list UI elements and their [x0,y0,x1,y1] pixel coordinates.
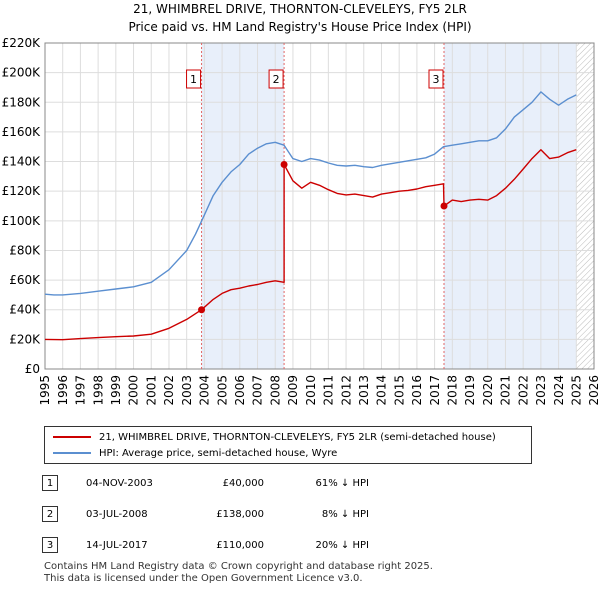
legend-swatch-hpi [53,452,91,454]
sale-hpi-diff: 20% ↓ HPI [315,540,369,551]
sale-date: 14-JUL-2017 [86,540,148,551]
shaded-range [443,43,577,369]
marker-label: 1 [190,73,197,86]
y-tick-label: £60K [9,273,41,287]
chart-subtitle: Price paid vs. HM Land Registry's House … [128,20,472,34]
footer-licence: This data is licensed under the Open Gov… [44,573,363,584]
footer-copyright: Contains HM Land Registry data © Crown c… [44,561,433,572]
footer: Contains HM Land Registry data © Crown c… [44,561,433,585]
sale-price: £138,000 [216,509,264,520]
x-tick-label: 2017 [428,375,442,406]
x-tick-label: 2013 [357,375,371,406]
x-tick-label: 1995 [38,375,52,406]
x-tick-label: 2003 [180,375,194,406]
y-tick-label: £40K [9,303,41,317]
sale-badge: 2 [42,506,58,522]
shaded-range [201,43,285,369]
sale-row: 3 14-JUL-2017 £110,000 20% ↓ HPI [0,537,600,557]
y-tick-label: £0 [25,362,40,376]
y-tick-label: £20K [9,332,41,346]
x-tick-label: 2008 [268,375,282,406]
hpi-line [44,91,577,296]
x-tick-label: 2024 [552,375,566,406]
x-tick-label: 2026 [587,375,600,406]
x-tick-label: 2011 [322,375,336,406]
sale-point [198,306,206,314]
x-tick-label: 2001 [144,375,158,406]
legend-swatch-property [53,436,91,438]
y-tick-label: £140K [2,155,42,169]
x-tick-label: 2015 [392,375,406,406]
x-tick-label: 2007 [251,375,265,406]
x-tick-label: 2005 [215,375,229,406]
y-tick-label: £100K [2,214,42,228]
sale-badge: 1 [42,475,58,491]
y-tick-label: £120K [2,184,42,198]
sale-hpi-diff: 8% ↓ HPI [321,509,369,520]
x-tick-label: 1998 [91,375,105,406]
marker-label: 3 [432,73,439,86]
x-tick-label: 2012 [339,375,353,406]
sale-row: 2 03-JUL-2008 £138,000 8% ↓ HPI [0,506,600,526]
chart-legend: 21, WHIMBREL DRIVE, THORNTON-CLEVELEYS, … [44,426,532,464]
marker-label-box [428,69,444,89]
x-tick-label: 2021 [499,375,513,406]
x-tick-label: 2014 [375,375,389,406]
sale-price: £40,000 [222,478,264,489]
x-tick-label: 2002 [162,375,176,406]
price-chart: £0 £20K £40K £60K £80K £100K £120K £140K £160K £1… [2,36,600,406]
x-tick-label: 2009 [286,375,300,406]
sale-price: £110,000 [216,540,264,551]
sale-point [440,202,448,210]
sale-point [280,161,288,169]
x-tick-label: 2025 [569,375,583,406]
x-tick-label: 1996 [56,375,70,406]
forecast-hatch [576,43,594,369]
x-tick-label: 2020 [481,375,495,406]
x-tick-label: 2000 [127,375,141,406]
legend-label-property: 21, WHIMBREL DRIVE, THORNTON-CLEVELEYS, … [99,431,496,443]
x-tick-label: 2010 [304,375,318,406]
marker-label-box [186,69,202,89]
x-tick-label: 2019 [463,375,477,406]
chart-title: 21, WHIMBREL DRIVE, THORNTON-CLEVELEYS, … [133,2,467,16]
sale-date: 04-NOV-2003 [86,478,153,489]
x-tick-label: 2018 [446,375,460,406]
sale-row: 1 04-NOV-2003 £40,000 61% ↓ HPI [0,475,600,495]
plot-border [44,42,595,370]
y-tick-label: £180K [2,95,42,109]
legend-label-hpi: HPI: Average price, semi-detached house,… [99,447,338,459]
x-tick-label: 2016 [410,375,424,406]
y-tick-label: £80K [9,243,41,257]
x-tick-label: 2023 [534,375,548,406]
x-tick-label: 2004 [198,375,212,406]
y-tick-label: £220K [2,36,42,50]
marker-label-box [268,69,284,89]
sale-date: 03-JUL-2008 [86,509,148,520]
x-tick-label: 2006 [233,375,247,406]
sale-hpi-diff: 61% ↓ HPI [315,478,369,489]
y-tick-label: £160K [2,125,42,139]
y-tick-label: £200K [2,66,42,80]
sale-badge: 3 [42,537,58,553]
x-tick-label: 1999 [109,375,123,406]
x-tick-label: 2022 [516,375,530,406]
marker-label: 2 [273,73,280,86]
x-tick-label: 1997 [74,375,88,406]
